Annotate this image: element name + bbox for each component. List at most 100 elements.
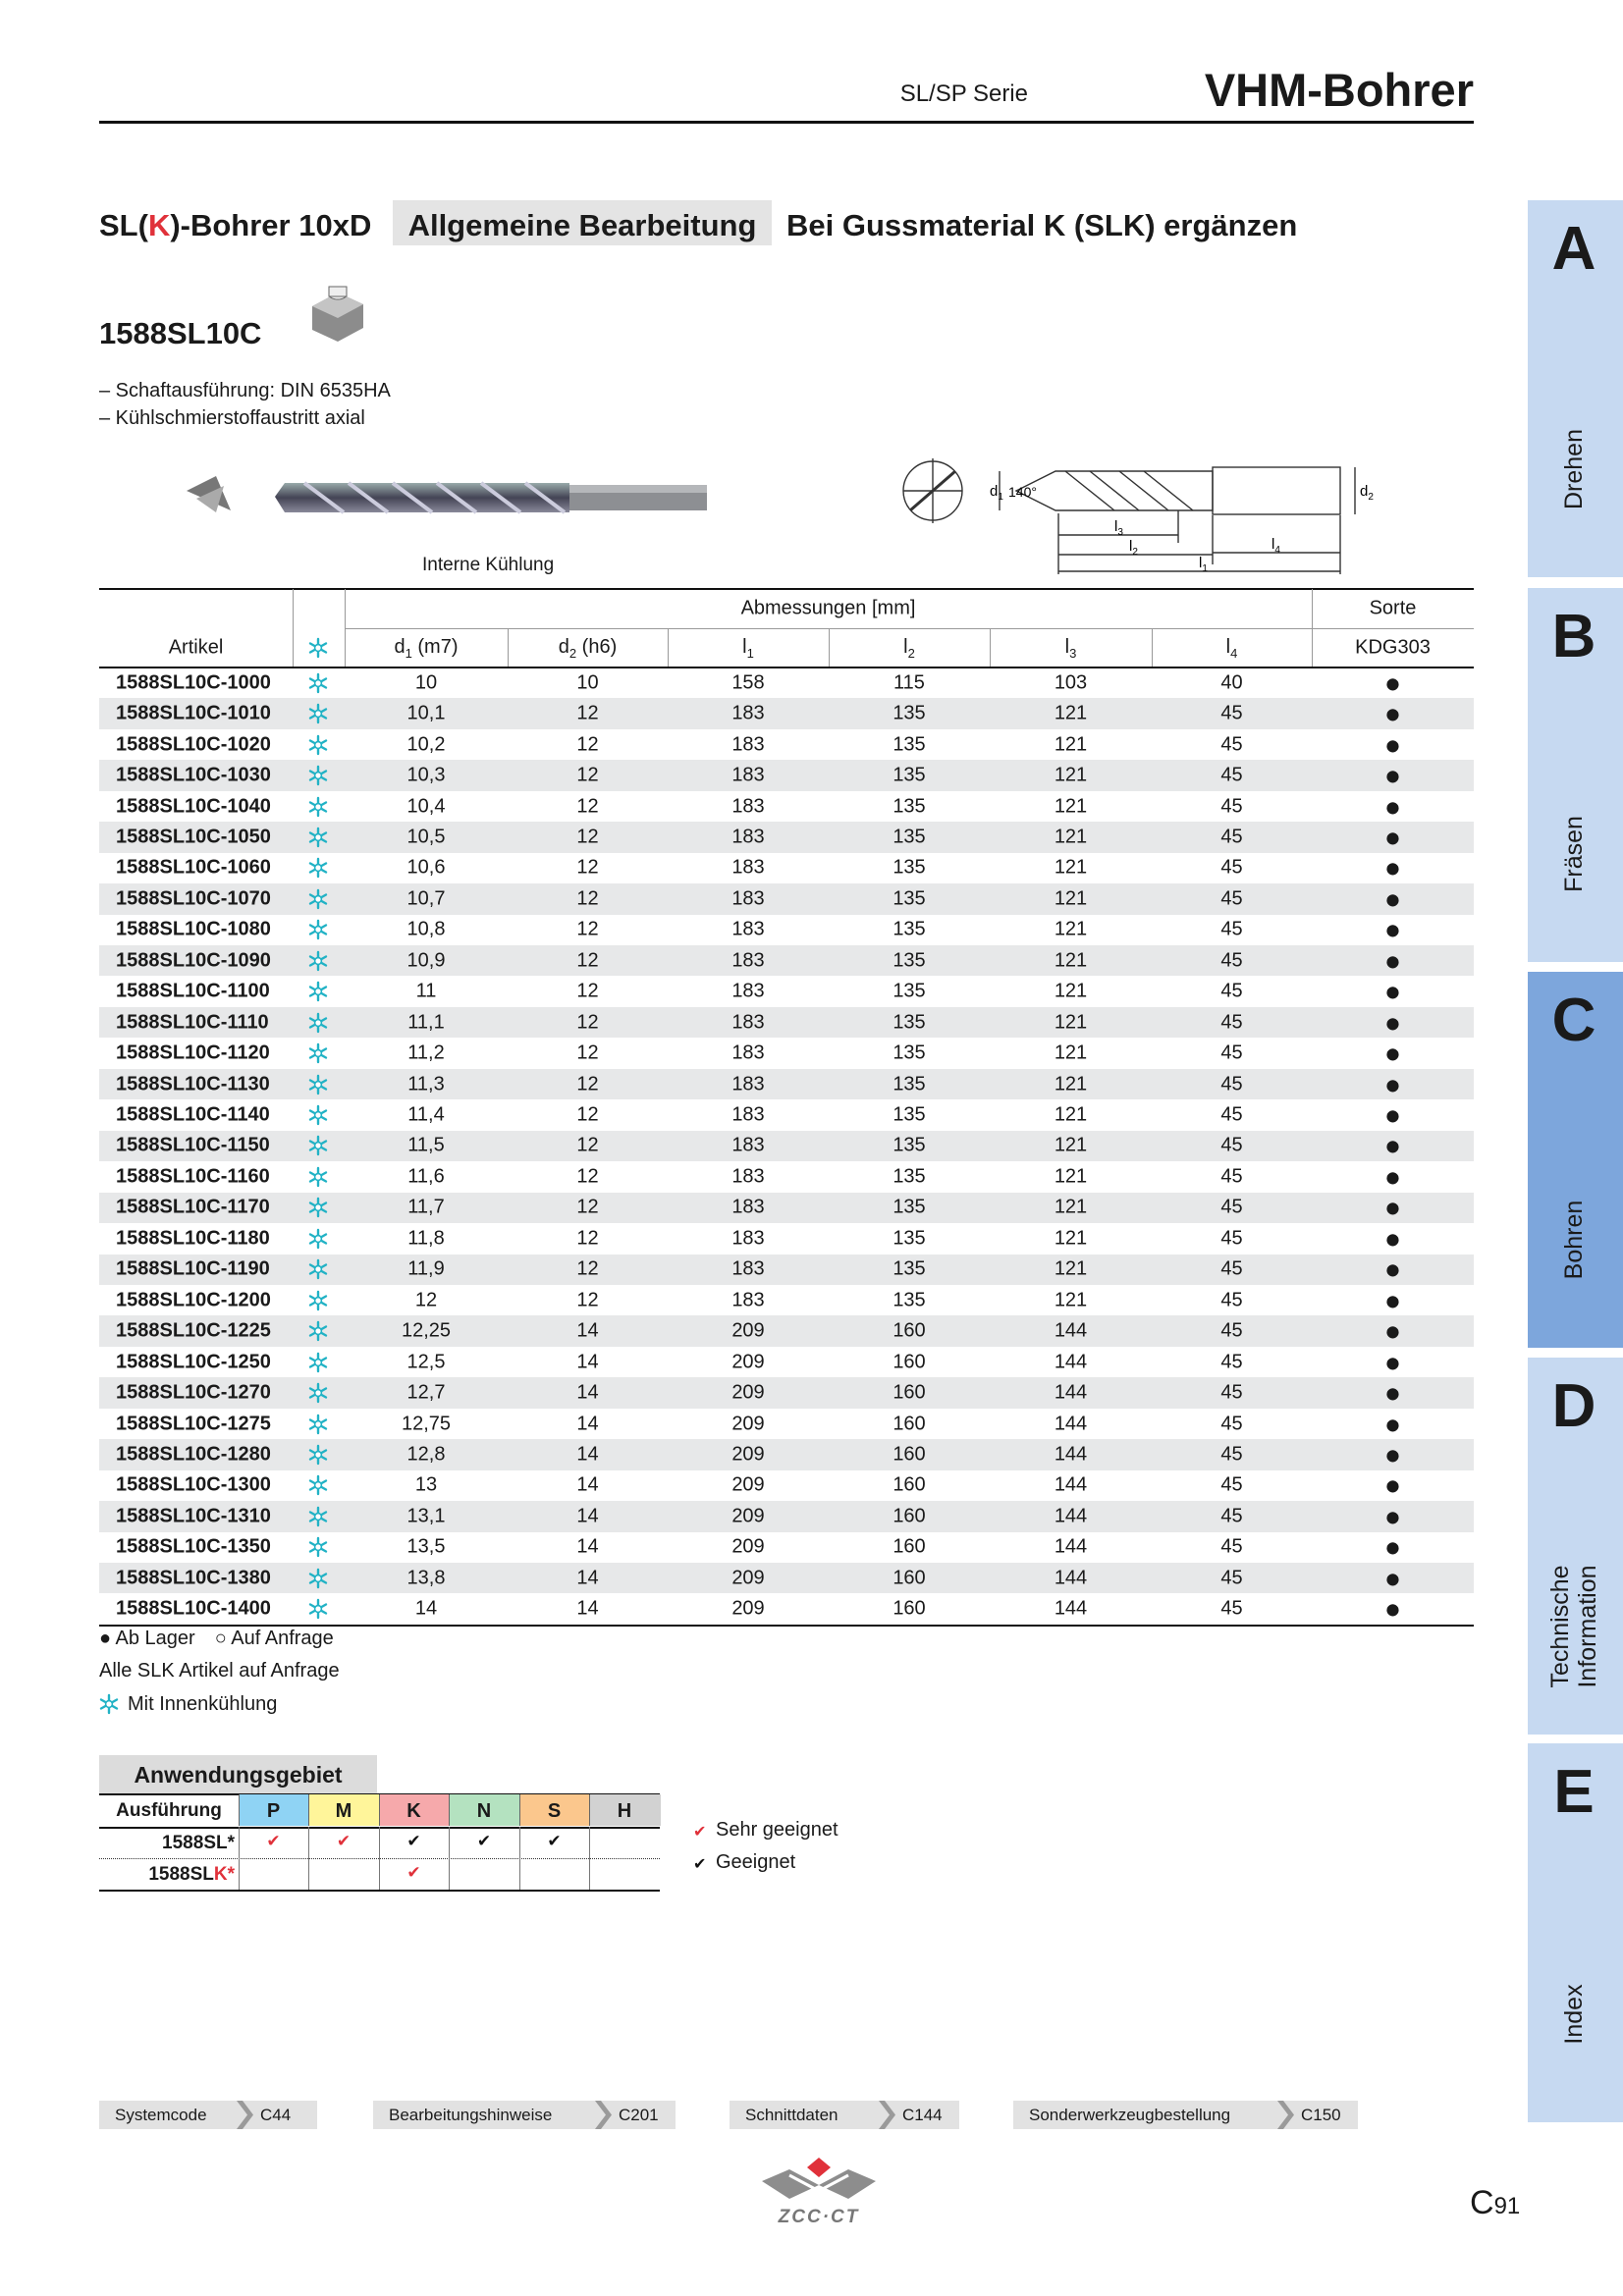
cell: 183 [731, 1165, 765, 1188]
stock-mark: ● [1385, 889, 1400, 909]
cell: 183 [731, 1227, 765, 1250]
row-shade [99, 1563, 1474, 1594]
tab-letter: A [1551, 215, 1596, 283]
cell: 121 [1054, 1165, 1088, 1188]
cell: 135 [893, 856, 926, 879]
cell: 45 [1220, 1473, 1243, 1496]
side-tab[interactable] [1528, 588, 1623, 962]
cell: 12 [576, 795, 599, 818]
cell: 12 [576, 887, 599, 910]
chevron [237, 2101, 253, 2129]
cell: 12 [576, 980, 599, 1002]
cell: 14 [576, 1413, 599, 1435]
cell: 12 [576, 918, 599, 940]
material-cell [379, 1794, 450, 1826]
stock-mark: ● [1385, 1537, 1400, 1557]
cell: 121 [1054, 1041, 1088, 1064]
row-shade [99, 1254, 1474, 1285]
link-box[interactable] [1013, 2101, 1358, 2129]
text: d [558, 636, 569, 658]
cell: 135 [893, 1165, 926, 1188]
link-label: Schnittdaten [745, 2106, 839, 2124]
link-box[interactable] [373, 2101, 676, 2129]
coolant-icon [308, 1042, 328, 1064]
cell: 135 [893, 1134, 926, 1156]
subscript: 2 [907, 646, 915, 661]
cell: 183 [731, 826, 765, 848]
article: 1588SL10C-1300 [116, 1473, 271, 1496]
rule [99, 588, 1474, 590]
link-box[interactable] [99, 2101, 317, 2129]
cell: 10,7 [406, 887, 446, 910]
cell: 121 [1054, 918, 1088, 940]
cell: 11,6 [407, 1165, 445, 1188]
rule [449, 1858, 450, 1890]
row-shade [99, 1439, 1474, 1470]
side-tab[interactable] [1528, 1743, 1623, 2122]
cell: 209 [731, 1505, 765, 1527]
logo-text: ZCC·CT [778, 2207, 860, 2227]
side-tab[interactable] [1528, 972, 1623, 1348]
tab-letter: D [1551, 1372, 1596, 1440]
cell: 12 [576, 764, 599, 786]
cell: 183 [731, 1289, 765, 1311]
cell: 12 [576, 856, 599, 879]
cell: 135 [893, 733, 926, 756]
material-label: S [547, 1800, 562, 1822]
rule [239, 1858, 240, 1890]
cell: 183 [731, 795, 765, 818]
cell: 160 [893, 1535, 926, 1558]
column-header: l2 [903, 636, 915, 661]
cell: 121 [1054, 1073, 1088, 1095]
dim-label: d2 [1360, 483, 1374, 503]
rule [519, 1827, 520, 1858]
cell: 14 [576, 1567, 599, 1589]
drill-photo [187, 476, 707, 514]
suitability-mark: ✔ [476, 1832, 492, 1851]
cell: 135 [893, 1103, 926, 1126]
suitability-mark: ✔ [336, 1832, 352, 1851]
stock-mark: ● [1385, 1569, 1400, 1588]
cell: 14 [576, 1381, 599, 1404]
cell: 12 [576, 1134, 599, 1156]
cell: 45 [1220, 1381, 1243, 1404]
stock-mark: ● [1385, 1043, 1400, 1063]
cell: 160 [893, 1597, 926, 1620]
side-tab[interactable] [1528, 1358, 1623, 1735]
cell: 12 [576, 1165, 599, 1188]
cell: 144 [1054, 1319, 1088, 1342]
cell: 13 [414, 1473, 438, 1496]
cell: 10 [414, 671, 438, 694]
tab-letter: E [1553, 1758, 1595, 1826]
rule [308, 1858, 309, 1890]
cell: 45 [1220, 1041, 1243, 1064]
cell: 45 [1220, 1351, 1243, 1373]
series-label: SL/SP Serie [899, 80, 1028, 107]
article: 1588SL10C-1150 [116, 1134, 270, 1156]
column-header: Artikel [168, 636, 224, 659]
coolant-icon [308, 1537, 328, 1558]
row-shade [99, 883, 1474, 915]
tab-label-line: Bohren [1560, 1200, 1588, 1280]
link-box[interactable] [730, 2101, 959, 2129]
column-header: KDG303 [1355, 636, 1431, 659]
article: 1588SL10C-1225 [116, 1319, 271, 1342]
link-label: Bearbeitungshinweise [389, 2106, 553, 2124]
cell: 10,4 [406, 795, 446, 818]
rule [293, 589, 294, 667]
coolant-icon [308, 703, 328, 724]
cell: 45 [1220, 1165, 1243, 1188]
cell: 11,8 [407, 1227, 445, 1250]
article: 1588SL10C-1060 [116, 856, 271, 879]
stock-mark: ● [1385, 1445, 1400, 1465]
column-header-cell: l4 [1152, 636, 1312, 661]
key-symbol: ✔ [693, 1822, 707, 1841]
cell: 45 [1220, 1597, 1243, 1620]
tab-label: Fräsen [1560, 707, 1588, 1001]
cell: 11,1 [407, 1011, 445, 1034]
subscript: 4 [1230, 646, 1238, 661]
cell: 12 [576, 949, 599, 972]
cell: 135 [893, 1289, 926, 1311]
side-tab[interactable] [1528, 200, 1623, 577]
cell: 121 [1054, 980, 1088, 1002]
